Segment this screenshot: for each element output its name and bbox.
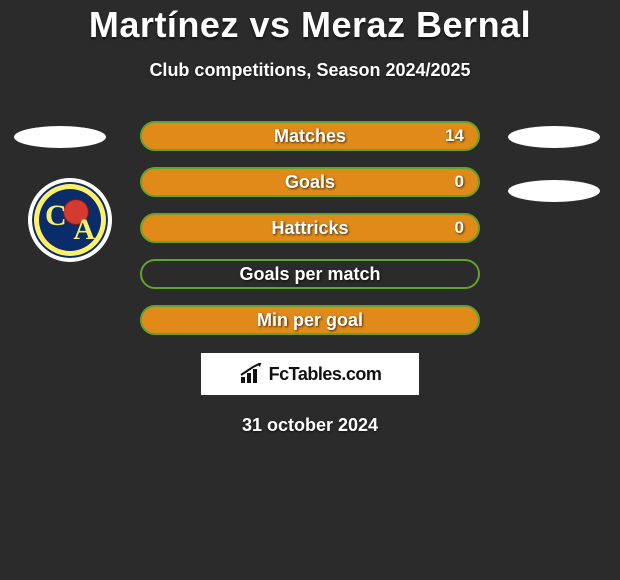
brand-chart-icon — [239, 363, 265, 385]
brand-box: FcTables.com — [201, 353, 419, 395]
player-right-ellipse-1 — [508, 126, 600, 148]
player-left-ellipse — [14, 126, 106, 148]
brand-text-suffix: Tables.com — [289, 364, 382, 384]
club-logo-letter-a: A — [73, 213, 95, 247]
page-subtitle: Club competitions, Season 2024/2025 — [0, 60, 620, 81]
date-label: 31 october 2024 — [0, 415, 620, 436]
page-title: Martínez vs Meraz Bernal — [0, 0, 620, 46]
brand-text-prefix: Fc — [269, 364, 289, 384]
club-logo-inner: C A — [39, 189, 101, 251]
stat-label: Min per goal — [257, 310, 363, 331]
stat-value: 0 — [455, 172, 464, 192]
club-logo-letter-c: C — [45, 199, 67, 233]
stats-comparison-card: Martínez vs Meraz Bernal Club competitio… — [0, 0, 620, 580]
player-right-ellipse-2 — [508, 180, 600, 202]
stat-label: Matches — [274, 126, 346, 147]
stat-label: Goals per match — [239, 264, 380, 285]
stat-bar-min-per-goal: Min per goal — [140, 305, 480, 335]
stat-label: Hattricks — [271, 218, 348, 239]
club-logo: C A — [28, 178, 112, 262]
stat-label: Goals — [285, 172, 335, 193]
stat-bar-matches: Matches 14 — [140, 121, 480, 151]
stat-value: 0 — [455, 218, 464, 238]
stat-value: 14 — [445, 126, 464, 146]
stat-bar-hattricks: Hattricks 0 — [140, 213, 480, 243]
stat-bar-goals-per-match: Goals per match — [140, 259, 480, 289]
stat-bar-goals: Goals 0 — [140, 167, 480, 197]
brand-text: FcTables.com — [269, 364, 382, 385]
